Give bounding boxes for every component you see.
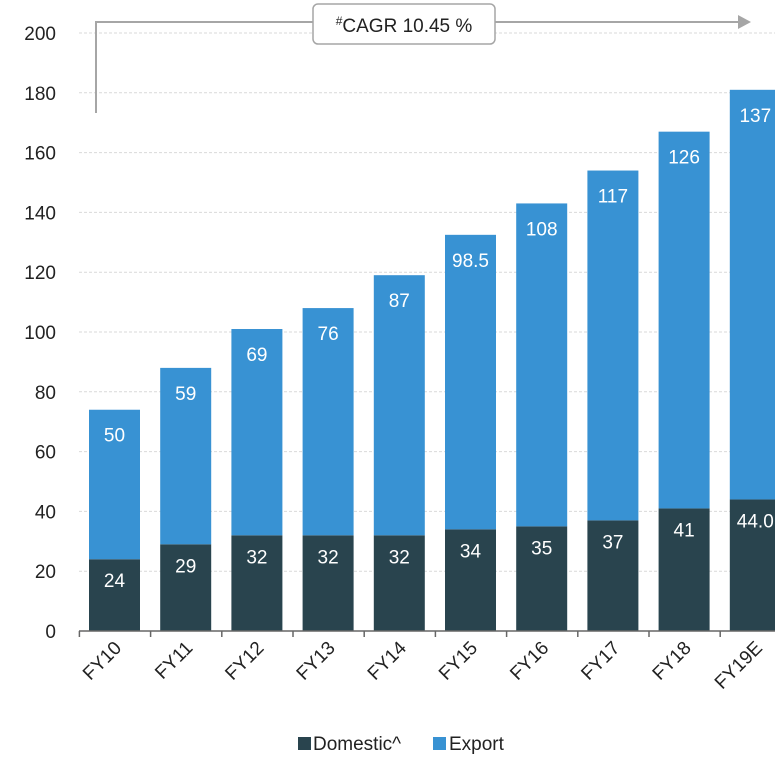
data-label-export: 117 <box>598 187 628 208</box>
data-label-export: 69 <box>246 345 267 366</box>
x-tick-label: FY16 <box>506 638 553 685</box>
data-label-domestic: 35 <box>531 538 552 559</box>
data-label-domestic: 32 <box>389 547 410 568</box>
bar-export <box>373 275 425 536</box>
bar-domestic <box>231 535 283 631</box>
x-tick-label: FY14 <box>364 637 411 684</box>
y-tick-label: 40 <box>35 502 56 523</box>
legend: Domestic^ Export <box>298 734 505 755</box>
bar-domestic <box>729 499 775 631</box>
cagr-box <box>312 3 496 45</box>
x-tick-label: FY17 <box>577 638 624 685</box>
data-label-export: 50 <box>104 426 125 447</box>
bar-domestic <box>658 508 710 631</box>
y-tick-label: 160 <box>24 144 56 165</box>
bar-export <box>160 367 212 545</box>
data-label-export: 87 <box>389 291 410 312</box>
bar-domestic <box>302 535 354 631</box>
y-tick-label: 60 <box>35 443 56 464</box>
y-tick-label: 200 <box>24 24 56 45</box>
bar-export <box>658 131 710 509</box>
data-label-export: 137 <box>739 106 771 127</box>
data-label-export: 76 <box>318 324 339 345</box>
cagr-label: CAGR 10.45 % <box>342 16 472 37</box>
legend-swatch-export <box>433 737 446 750</box>
y-tick-label: 20 <box>35 562 56 583</box>
x-tick-label: FY15 <box>435 638 482 685</box>
legend-label-export: Export <box>449 734 505 755</box>
data-label-domestic: 24 <box>104 571 126 592</box>
bars: 24 50 29 59 32 69 32 76 32 87 34 98.5 35 108 37 117 41 12… <box>89 89 775 631</box>
y-tick-label: 120 <box>24 263 56 284</box>
x-tick-label: FY12 <box>221 638 268 685</box>
bar-domestic <box>445 529 496 631</box>
data-label-domestic: 37 <box>602 532 623 553</box>
data-label-domestic: 32 <box>318 547 339 568</box>
bar-export <box>587 170 639 521</box>
cagr-annotation: #CAGR 10.45 % <box>95 3 751 113</box>
x-tick-label: FY11 <box>151 638 197 684</box>
cagr-text: #CAGR 10.45 % <box>336 14 473 37</box>
bar-export <box>89 409 140 560</box>
bar-export <box>302 308 354 536</box>
x-tick-label: FY18 <box>649 638 696 685</box>
cagr-arrowhead <box>738 15 751 29</box>
bar-export <box>445 234 496 530</box>
y-tick-label: 100 <box>24 323 56 344</box>
data-label-export: 98.5 <box>452 251 489 272</box>
data-label-export: 126 <box>668 148 700 169</box>
data-label-domestic: 44.0 <box>737 511 774 532</box>
y-tick-label: 0 <box>45 622 56 643</box>
legend-label-domestic: Domestic^ <box>313 734 401 755</box>
bar-export <box>231 329 283 536</box>
cagr-arrow-line <box>95 21 738 113</box>
bar-domestic <box>89 559 140 631</box>
bar-domestic <box>373 535 425 631</box>
data-label-export: 108 <box>526 219 558 240</box>
cagr-superscript: # <box>336 14 343 28</box>
y-tick-label: 80 <box>35 383 56 404</box>
bar-export <box>729 89 775 500</box>
x-tick-label: FY13 <box>293 638 340 685</box>
bar-domestic <box>587 520 639 631</box>
bar-domestic <box>516 526 568 631</box>
legend-swatch-domestic <box>298 737 311 750</box>
data-label-export: 59 <box>175 384 196 405</box>
data-label-domestic: 29 <box>175 556 196 577</box>
data-label-domestic: 41 <box>674 520 695 541</box>
x-tick-label: FY10 <box>79 638 126 685</box>
bar-domestic <box>160 544 212 631</box>
data-label-domestic: 32 <box>246 547 267 568</box>
y-tick-label: 140 <box>24 203 56 224</box>
x-tick-label: FY19E <box>711 638 767 694</box>
bar-export <box>516 203 568 527</box>
data-label-domestic: 34 <box>460 541 482 562</box>
y-tick-label: 180 <box>24 84 56 105</box>
